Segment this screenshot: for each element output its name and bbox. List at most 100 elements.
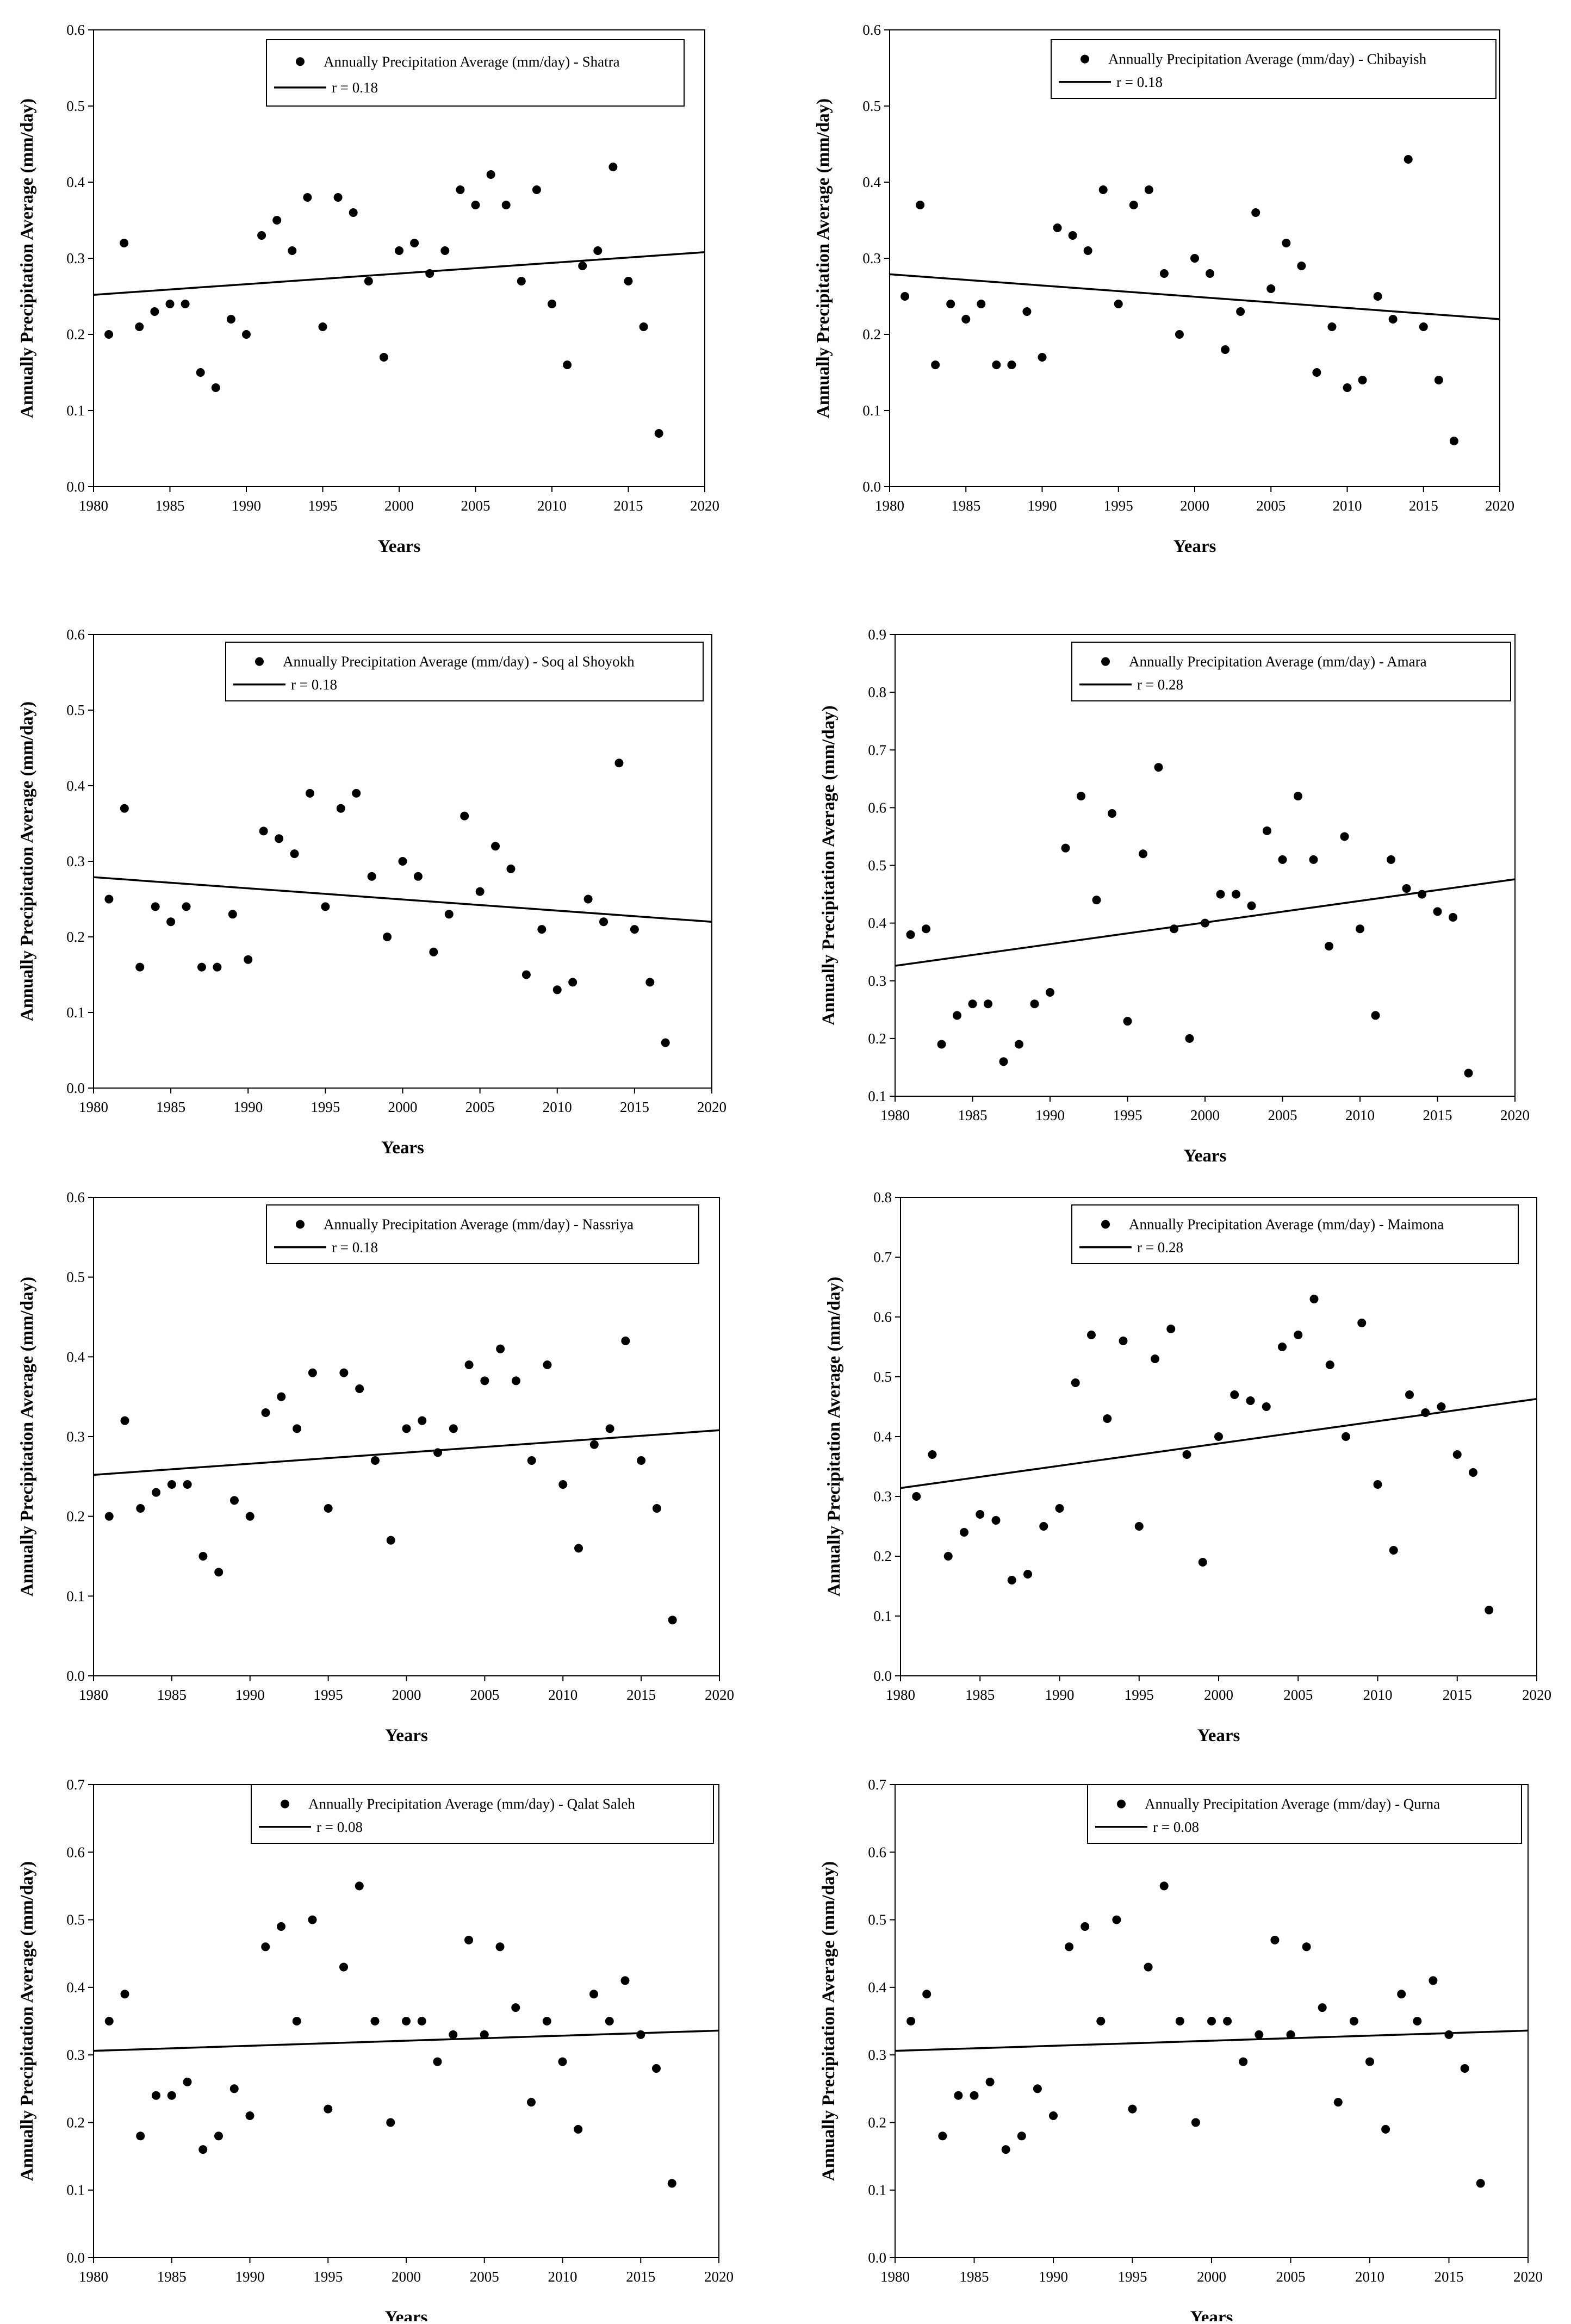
legend-label-trend: r = 0.18 <box>332 79 378 96</box>
y-tick-label: 0.1 <box>66 402 85 419</box>
data-point <box>1139 849 1147 859</box>
y-axis-title: Annually Precipitation Average (mm/day) <box>17 701 37 1021</box>
data-point <box>1485 1606 1494 1614</box>
y-tick-label: 0.7 <box>868 742 886 758</box>
data-point <box>1387 855 1395 864</box>
x-tick-label: 2000 <box>384 498 414 514</box>
data-point <box>960 1528 968 1537</box>
x-tick-label: 1995 <box>308 498 338 514</box>
data-point <box>937 1040 946 1049</box>
y-tick-label: 0.6 <box>66 1189 85 1206</box>
data-point <box>257 231 266 240</box>
data-point <box>386 2118 395 2127</box>
data-point <box>1371 1011 1380 1020</box>
y-tick-label: 0.6 <box>66 22 85 38</box>
data-point <box>1206 269 1215 278</box>
legend-marker-dot <box>255 657 264 666</box>
data-point <box>558 1480 568 1489</box>
y-tick-label: 0.0 <box>66 2250 85 2266</box>
legend-label-series: Annually Precipitation Average (mm/day) … <box>324 53 620 70</box>
data-point <box>511 2003 520 2012</box>
legend-marker-dot <box>281 1799 289 1809</box>
y-tick-label: 0.7 <box>66 1776 85 1793</box>
y-tick-label: 0.1 <box>66 1588 85 1604</box>
data-point <box>517 277 526 285</box>
x-tick-label: 1995 <box>311 1099 340 1115</box>
y-tick-label: 0.3 <box>873 1488 892 1505</box>
y-tick-label: 0.4 <box>868 1979 886 1996</box>
y-tick-label: 0.2 <box>66 929 85 945</box>
y-tick-label: 0.6 <box>66 626 85 643</box>
data-point <box>1053 223 1062 232</box>
x-tick-label: 1990 <box>233 1099 263 1115</box>
data-point <box>120 1416 129 1425</box>
data-point <box>429 947 438 956</box>
legend: Annually Precipitation Average (mm/day) … <box>225 642 704 701</box>
legend-label-series: Annually Precipitation Average (mm/day) … <box>308 1796 635 1812</box>
data-point <box>1421 1408 1430 1417</box>
data-point <box>355 1384 364 1393</box>
data-point <box>1262 1402 1271 1411</box>
data-point <box>574 2124 583 2134</box>
y-tick-label: 0.0 <box>66 479 85 495</box>
data-point <box>1278 855 1287 864</box>
data-point <box>1103 1414 1112 1423</box>
y-tick-label: 0.5 <box>66 98 85 114</box>
data-point <box>1128 2104 1137 2114</box>
y-tick-label: 0.3 <box>862 250 881 266</box>
y-tick-label: 0.4 <box>66 1979 85 1996</box>
x-tick-label: 2010 <box>1355 2269 1384 2285</box>
data-point <box>970 2091 979 2100</box>
x-tick-label: 2000 <box>1197 2269 1226 2285</box>
x-tick-label: 1985 <box>157 1687 187 1703</box>
data-point <box>1404 155 1413 164</box>
x-tick-label: 2005 <box>465 1099 495 1115</box>
x-tick-label: 2010 <box>543 1099 572 1115</box>
y-tick-label: 0.5 <box>66 1269 85 1285</box>
data-point <box>364 277 373 285</box>
data-point <box>379 353 388 362</box>
data-point <box>324 1504 333 1513</box>
data-point <box>1263 826 1271 835</box>
data-point <box>104 894 114 904</box>
data-point <box>639 322 648 331</box>
data-point <box>527 2098 536 2107</box>
y-tick-label: 0.4 <box>66 1349 85 1365</box>
data-point <box>136 1504 145 1513</box>
data-point <box>1312 368 1321 377</box>
data-point <box>558 2057 567 2066</box>
data-point <box>303 193 312 202</box>
data-point <box>912 1492 921 1501</box>
data-point <box>668 1615 677 1625</box>
data-point <box>290 849 299 859</box>
data-point <box>954 2091 963 2100</box>
legend-marker-dot <box>1101 1220 1110 1229</box>
data-point <box>211 383 220 392</box>
data-point <box>1294 1331 1303 1339</box>
data-point <box>977 300 986 308</box>
data-point <box>1068 231 1077 240</box>
y-tick-label: 0.3 <box>66 1428 85 1445</box>
data-point <box>229 1496 239 1505</box>
data-point <box>620 1976 630 1985</box>
data-point <box>475 887 485 896</box>
y-tick-label: 0.6 <box>868 1844 886 1860</box>
data-point <box>1166 1325 1176 1333</box>
data-point <box>292 2017 301 2025</box>
x-tick-label: 1990 <box>232 498 261 514</box>
x-tick-label: 2005 <box>470 2269 499 2285</box>
data-point <box>583 894 593 904</box>
data-point <box>367 872 376 881</box>
data-point <box>1198 1558 1207 1567</box>
trend-line <box>895 2029 1529 2052</box>
data-point <box>1282 239 1291 247</box>
y-tick-label: 0.1 <box>868 2182 886 2198</box>
legend-label-series: Annually Precipitation Average (mm/day) … <box>1129 654 1427 670</box>
chart-panel-3: 0.0 0.1 0.2 0.3 0.4 0.5 0.6 1980 1985 1990 1995 200… <box>17 626 726 1158</box>
data-point <box>1144 185 1153 194</box>
data-point <box>1309 855 1318 864</box>
data-point <box>906 2017 916 2025</box>
x-tick-label: 1980 <box>79 2269 108 2285</box>
data-point <box>589 1990 598 1999</box>
